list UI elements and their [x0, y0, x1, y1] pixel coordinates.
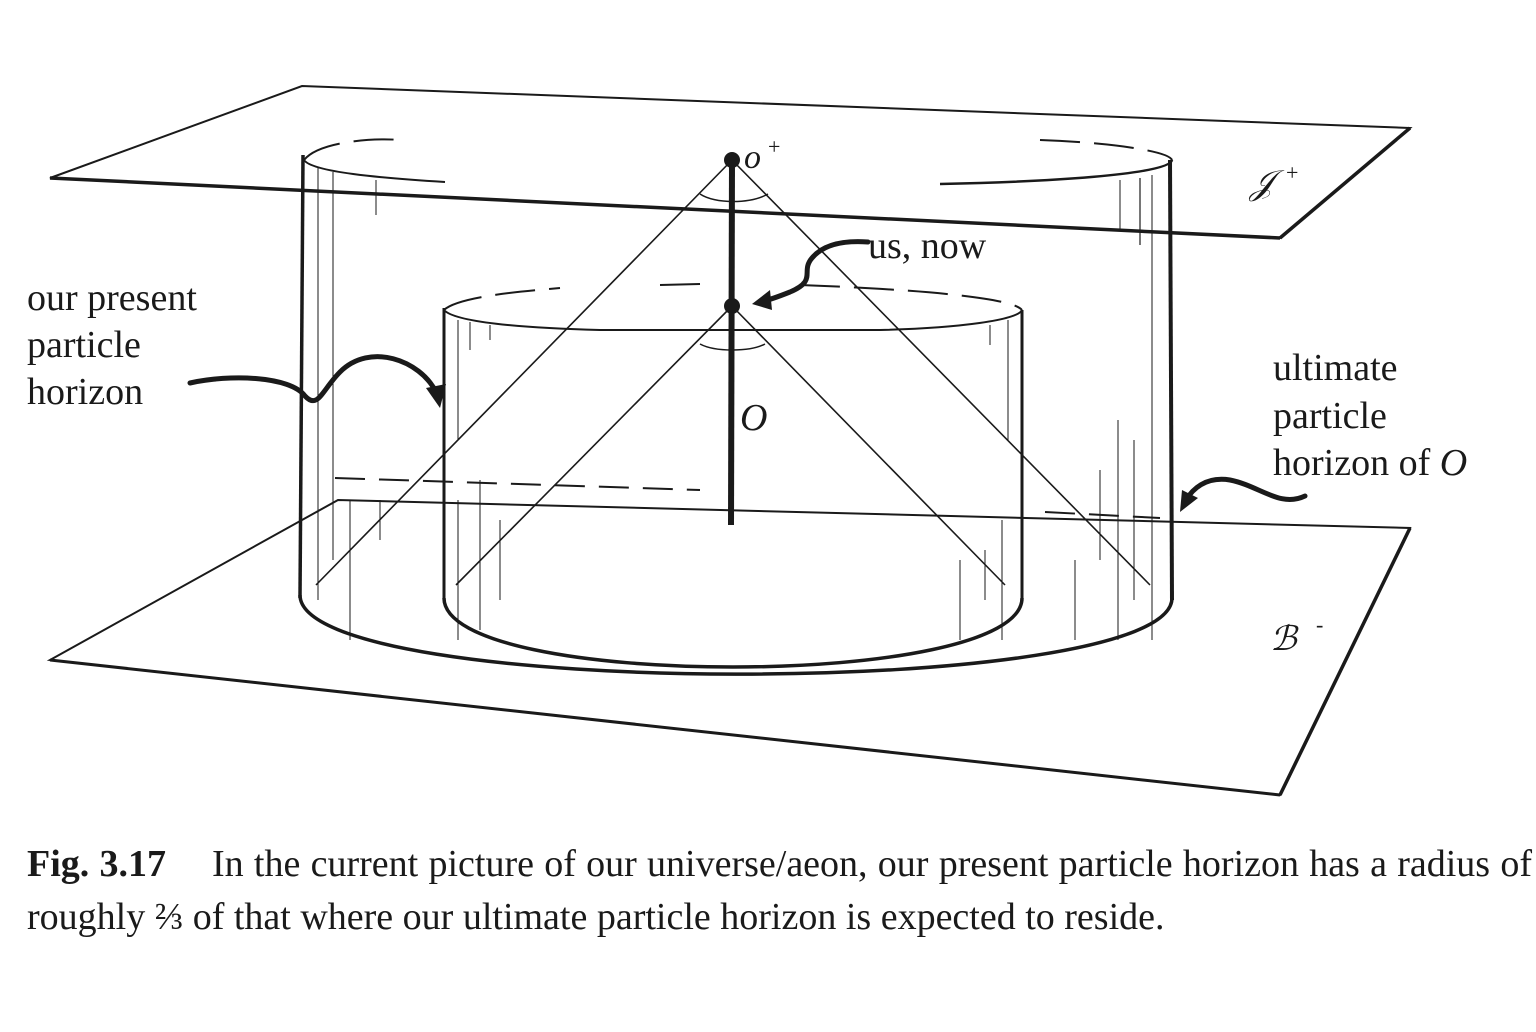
outer-cylinder — [298, 138, 1174, 676]
o-plus-label: o — [744, 139, 761, 176]
big-bang-plane — [46, 498, 1412, 797]
caption-text: In the current picture of our universe/a… — [27, 843, 1532, 938]
figure-labels: o + 𝒥 + us, now O ℬ - our present partic… — [27, 134, 1467, 658]
ultimate-horizon-label-line-3: horizon of O — [1273, 442, 1467, 484]
observer-worldline — [724, 152, 740, 526]
light-cones — [315, 159, 1151, 586]
annotation-arrows — [187, 239, 1308, 512]
figure-number: Fig. 3.17 — [27, 843, 167, 885]
us-now-point — [724, 298, 740, 314]
o-plus-point — [724, 152, 740, 168]
future-infinity-plane — [49, 84, 1413, 240]
observer-O-label: O — [740, 397, 767, 439]
ultimate-horizon-label-line-2: particle — [1273, 395, 1387, 437]
big-bang-label: ℬ — [1270, 621, 1299, 658]
figure-caption: Fig. 3.17 In the current picture of our u… — [27, 838, 1532, 944]
o-plus-superscript: + — [768, 134, 780, 159]
conformal-diagram-figure: o + 𝒥 + us, now O ℬ - our present partic… — [27, 84, 1467, 797]
ultimate-horizon-label-line-1: ultimate — [1273, 347, 1398, 389]
big-bang-superscript: - — [1316, 612, 1323, 637]
present-horizon-label-line-1: our present — [27, 277, 197, 319]
ultimate-horizon-text: horizon of — [1273, 442, 1440, 484]
present-horizon-label-line-2: particle — [27, 324, 141, 366]
present-horizon-label-line-3: horizon — [27, 371, 143, 413]
us-now-label: us, now — [868, 225, 987, 267]
scri-plus-superscript: + — [1286, 160, 1298, 185]
ultimate-horizon-O: O — [1440, 442, 1467, 484]
